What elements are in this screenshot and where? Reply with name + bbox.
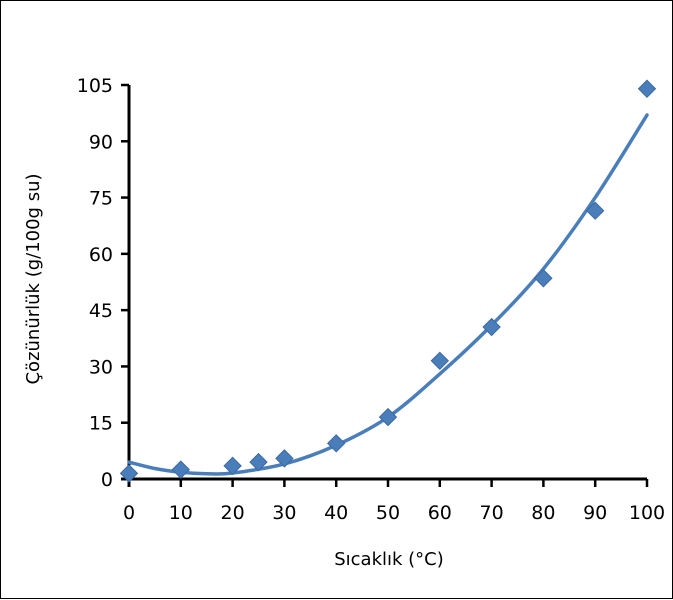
x-axis-title: Sıcaklık (°C)	[334, 549, 444, 570]
axes	[121, 83, 649, 487]
y-tick-label: 75	[89, 188, 113, 210]
x-tick-label: 100	[629, 502, 665, 524]
y-tick-label: 90	[89, 131, 113, 153]
data-point	[171, 460, 191, 479]
data-point	[275, 449, 294, 468]
data-points	[119, 79, 657, 483]
y-axis-title: Çözünürlük (g/100g su)	[23, 173, 44, 384]
data-point	[585, 201, 605, 220]
data-point	[119, 464, 139, 483]
tick-labels: 0 15 30 45 60 75 90 105 0 10 20 30 40 50 60 70 80 90 100	[77, 75, 665, 524]
y-tick-label: 60	[89, 244, 113, 266]
y-tick-label: 30	[89, 356, 113, 378]
x-tick-label: 80	[531, 502, 555, 524]
data-point	[482, 317, 501, 337]
x-tick-label: 30	[272, 502, 296, 524]
data-point	[223, 456, 242, 476]
x-tick-label: 10	[169, 502, 193, 524]
y-tick-label: 0	[101, 469, 113, 491]
x-tick-label: 50	[376, 502, 400, 524]
x-tick-label: 90	[583, 502, 607, 524]
y-tick-label: 45	[89, 300, 113, 322]
data-point	[326, 434, 346, 453]
x-tick-label: 0	[123, 502, 135, 524]
y-tick-label: 105	[77, 75, 113, 97]
data-point	[430, 351, 450, 371]
data-point	[534, 269, 553, 288]
x-tick-label: 40	[324, 502, 348, 524]
data-point	[378, 407, 398, 427]
y-tick-label: 15	[89, 413, 113, 435]
data-point	[249, 452, 268, 472]
x-tick-label: 70	[480, 502, 504, 524]
x-tick-label: 20	[221, 502, 245, 524]
data-point	[637, 79, 657, 98]
x-tick-label: 60	[428, 502, 452, 524]
